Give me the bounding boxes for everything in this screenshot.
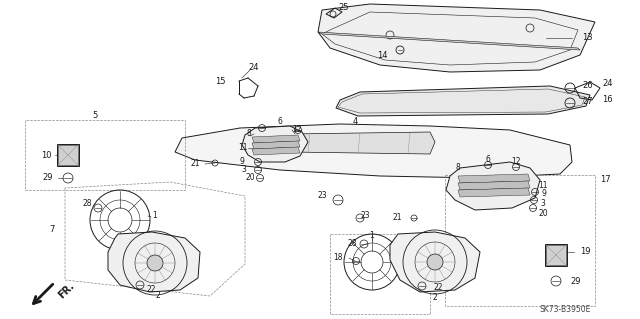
Text: 17: 17 bbox=[600, 175, 611, 184]
Text: 16: 16 bbox=[602, 95, 612, 105]
Text: 22: 22 bbox=[147, 286, 156, 294]
Text: 8: 8 bbox=[456, 164, 460, 173]
Text: 21: 21 bbox=[392, 213, 402, 222]
Text: 10: 10 bbox=[41, 151, 51, 160]
Text: 22: 22 bbox=[433, 284, 443, 293]
Text: 3: 3 bbox=[541, 199, 545, 209]
Polygon shape bbox=[390, 232, 480, 292]
Polygon shape bbox=[252, 147, 300, 155]
Text: 9: 9 bbox=[239, 158, 244, 167]
Text: 12: 12 bbox=[511, 158, 521, 167]
Text: 29: 29 bbox=[570, 278, 580, 286]
Text: 11: 11 bbox=[538, 181, 548, 189]
Text: 24: 24 bbox=[602, 79, 612, 88]
Polygon shape bbox=[318, 4, 595, 72]
Text: 15: 15 bbox=[215, 78, 225, 86]
Polygon shape bbox=[336, 86, 590, 116]
Text: 4: 4 bbox=[353, 117, 358, 127]
Polygon shape bbox=[108, 232, 200, 292]
Text: 12: 12 bbox=[292, 125, 301, 135]
Text: 6: 6 bbox=[486, 155, 490, 165]
Polygon shape bbox=[458, 181, 530, 190]
Polygon shape bbox=[458, 174, 530, 183]
Polygon shape bbox=[252, 141, 300, 149]
Text: 26: 26 bbox=[582, 81, 593, 91]
Text: 6: 6 bbox=[278, 117, 282, 127]
Text: 2: 2 bbox=[433, 293, 437, 301]
Circle shape bbox=[147, 255, 163, 271]
Text: 29: 29 bbox=[43, 174, 53, 182]
Polygon shape bbox=[285, 132, 435, 154]
Text: 13: 13 bbox=[582, 33, 593, 42]
Text: 1: 1 bbox=[152, 211, 157, 220]
Text: 8: 8 bbox=[246, 129, 252, 137]
Text: 24: 24 bbox=[249, 63, 259, 72]
Polygon shape bbox=[58, 145, 78, 165]
Circle shape bbox=[427, 254, 443, 270]
Text: 20: 20 bbox=[538, 209, 548, 218]
Polygon shape bbox=[318, 32, 580, 50]
Text: 3: 3 bbox=[241, 166, 246, 174]
Text: 25: 25 bbox=[339, 3, 349, 11]
Text: 2: 2 bbox=[156, 291, 161, 300]
Text: 21: 21 bbox=[190, 160, 200, 168]
Text: 28: 28 bbox=[83, 199, 92, 209]
Polygon shape bbox=[242, 126, 308, 162]
Text: 28: 28 bbox=[348, 239, 356, 248]
Text: FR.: FR. bbox=[57, 280, 77, 300]
Text: 23: 23 bbox=[360, 211, 370, 219]
Text: 18: 18 bbox=[333, 254, 343, 263]
Text: 7: 7 bbox=[49, 226, 54, 234]
Text: 20: 20 bbox=[245, 174, 255, 182]
Polygon shape bbox=[546, 245, 566, 265]
Polygon shape bbox=[446, 162, 540, 210]
Text: 9: 9 bbox=[541, 189, 547, 198]
Text: 19: 19 bbox=[580, 248, 591, 256]
Text: 14: 14 bbox=[377, 50, 387, 60]
Text: SK73-B3950E: SK73-B3950E bbox=[540, 306, 591, 315]
Text: 11: 11 bbox=[238, 144, 248, 152]
Text: 23: 23 bbox=[317, 191, 327, 201]
Polygon shape bbox=[175, 124, 572, 178]
Polygon shape bbox=[252, 135, 300, 143]
Text: 1: 1 bbox=[370, 231, 374, 240]
Text: 5: 5 bbox=[92, 110, 98, 120]
Polygon shape bbox=[458, 188, 530, 197]
Text: 27: 27 bbox=[582, 98, 593, 107]
